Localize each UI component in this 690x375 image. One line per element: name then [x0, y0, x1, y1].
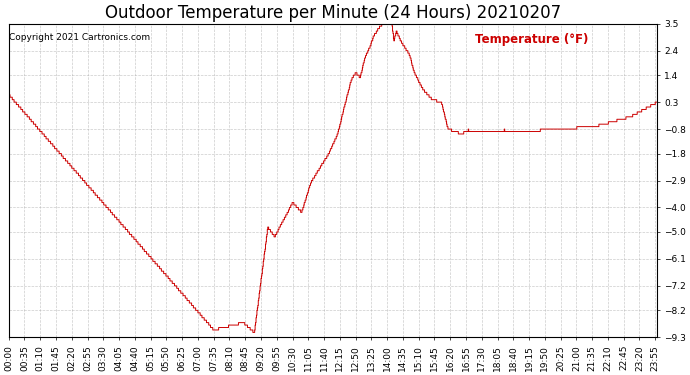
Title: Outdoor Temperature per Minute (24 Hours) 20210207: Outdoor Temperature per Minute (24 Hours… — [105, 4, 561, 22]
Text: Temperature (°F): Temperature (°F) — [475, 33, 589, 46]
Text: Copyright 2021 Cartronics.com: Copyright 2021 Cartronics.com — [10, 33, 150, 42]
